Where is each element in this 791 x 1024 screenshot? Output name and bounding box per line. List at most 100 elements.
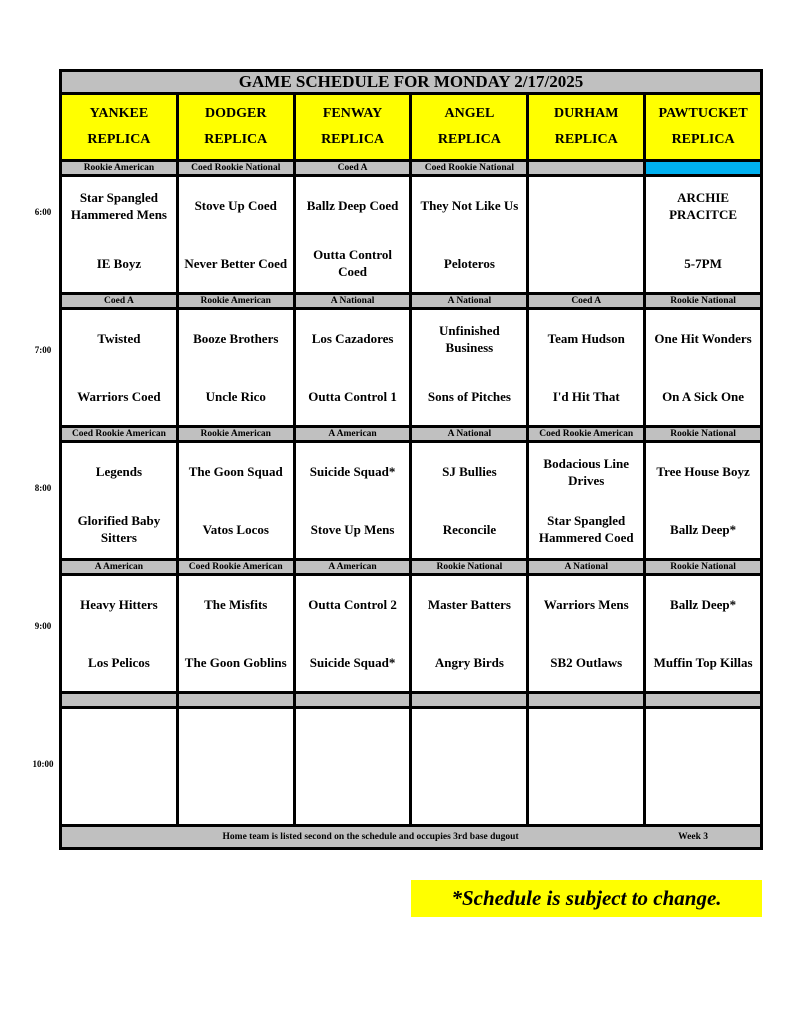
- field-header: DURHAM REPLICA: [526, 92, 647, 162]
- division-label: Rookie National: [643, 292, 763, 310]
- time-label: 7:00: [34, 345, 52, 355]
- division-label: Coed Rookie National: [175, 159, 296, 177]
- division-label: Rookie American: [175, 292, 296, 310]
- footer: Week 3 Home team is listed second on the …: [59, 824, 763, 850]
- game-cell: Outta Control 2 Suicide Squad*: [292, 573, 413, 694]
- field-subtitle: REPLICA: [321, 132, 385, 147]
- division-label: Rookie American: [175, 425, 296, 443]
- game-cell: [643, 706, 763, 827]
- game-row: [59, 706, 763, 827]
- division-label: [175, 691, 296, 709]
- away-team: Ballz Deep Coed: [306, 198, 399, 214]
- division-label: A American: [292, 558, 413, 576]
- field-subtitle: REPLICA: [671, 132, 735, 147]
- home-team-note: Home team is listed second on the schedu…: [222, 832, 519, 842]
- game-cell: Bodacious Line Drives Star Spangled Hamme…: [526, 440, 647, 561]
- field-name: DODGER: [205, 106, 267, 121]
- game-row: Star Spangled Hammered Mens IE Boyz Stove …: [59, 174, 763, 295]
- division-label: A National: [526, 558, 647, 576]
- away-team: [648, 711, 759, 767]
- game-row: Twisted Warriors Coed Booze Brothers Uncle …: [59, 307, 763, 428]
- field-header: YANKEE REPLICA: [59, 92, 179, 162]
- away-team: The Goon Squad: [188, 464, 283, 480]
- division-label: [526, 159, 647, 177]
- time-label: 8:00: [34, 483, 52, 493]
- game-cell: Legends Glorified Baby Sitters: [59, 440, 179, 561]
- away-team: [531, 711, 642, 767]
- field-subtitle: REPLICA: [87, 132, 151, 147]
- game-cell: Unfinished Business Sons of Pitches: [409, 307, 530, 428]
- division-row: Coed Rookie American Rookie American A Ame…: [59, 425, 763, 443]
- division-label: Rookie American: [59, 159, 179, 177]
- away-team: Stove Up Coed: [194, 198, 277, 214]
- division-label: [643, 691, 763, 709]
- game-cell: Suicide Squad* Stove Up Mens: [292, 440, 413, 561]
- home-team: 5-7PM: [684, 255, 722, 271]
- game-cell: Ballz Deep* Muffin Top Killas: [643, 573, 763, 694]
- division-label: Coed Rookie American: [175, 558, 296, 576]
- away-team: [531, 179, 642, 235]
- home-team: Ballz Deep*: [670, 521, 737, 537]
- home-team: SB2 Outlaws: [550, 654, 623, 670]
- division-label: Coed Rookie American: [526, 425, 647, 443]
- away-team: ARCHIE PRACITCE: [669, 189, 738, 222]
- division-label: Coed A: [292, 159, 413, 177]
- home-team: Los Pelicos: [88, 654, 150, 670]
- schedule-title: GAME SCHEDULE FOR MONDAY 2/17/2025: [59, 69, 763, 95]
- away-team: Ballz Deep*: [670, 597, 737, 613]
- away-team: Twisted: [97, 331, 141, 347]
- home-team: Muffin Top Killas: [653, 654, 753, 670]
- game-cell: Los Cazadores Outta Control 1: [292, 307, 413, 428]
- away-team: [414, 711, 525, 767]
- game-row: Heavy Hitters Los Pelicos The Misfits The G…: [59, 573, 763, 694]
- home-team: [531, 767, 642, 823]
- home-team: Angry Birds: [434, 654, 504, 670]
- away-team: [297, 711, 408, 767]
- home-team: [63, 767, 174, 823]
- schedule-change-banner: *Schedule is subject to change.: [411, 880, 762, 917]
- home-team: Sons of Pitches: [427, 388, 511, 404]
- game-cell: The Misfits The Goon Goblins: [175, 573, 296, 694]
- division-label: A American: [292, 425, 413, 443]
- home-team: Glorified Baby Sitters: [77, 513, 161, 546]
- game-cell: [526, 174, 647, 295]
- field-name: FENWAY: [322, 106, 383, 121]
- home-team: Stove Up Mens: [310, 521, 395, 537]
- home-team: [531, 235, 642, 291]
- division-row: Coed A Rookie American A National A Nationa…: [59, 292, 763, 310]
- home-team: Peloteros: [443, 255, 495, 271]
- away-team: The Misfits: [204, 597, 268, 613]
- division-label: [643, 159, 763, 177]
- field-subtitle: REPLICA: [437, 132, 501, 147]
- time-label: 6:00: [34, 207, 52, 217]
- home-team: [297, 767, 408, 823]
- game-cell: [175, 706, 296, 827]
- division-row: Rookie American Coed Rookie National Coed …: [59, 159, 763, 177]
- game-cell: [526, 706, 647, 827]
- home-team: Outta Control 1: [308, 388, 397, 404]
- field-name: ANGEL: [444, 106, 495, 121]
- home-team: I'd Hit That: [552, 388, 620, 404]
- game-cell: Stove Up Coed Never Better Coed: [175, 174, 296, 295]
- away-team: Heavy Hitters: [80, 597, 158, 613]
- home-team: The Goon Goblins: [184, 654, 287, 670]
- division-label: [59, 691, 179, 709]
- division-label: A National: [292, 292, 413, 310]
- away-team: They Not Like Us: [420, 198, 519, 214]
- game-cell: Ballz Deep Coed Outta Control Coed: [292, 174, 413, 295]
- division-label: [409, 691, 530, 709]
- away-team: Star Spangled Hammered Mens: [70, 189, 167, 222]
- division-row: [59, 691, 763, 709]
- division-label: [526, 691, 647, 709]
- division-label: Coed Rookie American: [59, 425, 179, 443]
- home-team: Vatos Locos: [202, 521, 269, 537]
- game-cell: Twisted Warriors Coed: [59, 307, 179, 428]
- away-team: SJ Bullies: [442, 464, 497, 480]
- division-label: Coed Rookie National: [409, 159, 530, 177]
- home-team: Never Better Coed: [184, 255, 288, 271]
- home-team: Star Spangled Hammered Coed: [538, 513, 634, 546]
- game-row: Legends Glorified Baby Sitters The Goon Sq…: [59, 440, 763, 561]
- division-label: A American: [59, 558, 179, 576]
- field-name: PAWTUCKET: [658, 106, 748, 121]
- game-cell: Heavy Hitters Los Pelicos: [59, 573, 179, 694]
